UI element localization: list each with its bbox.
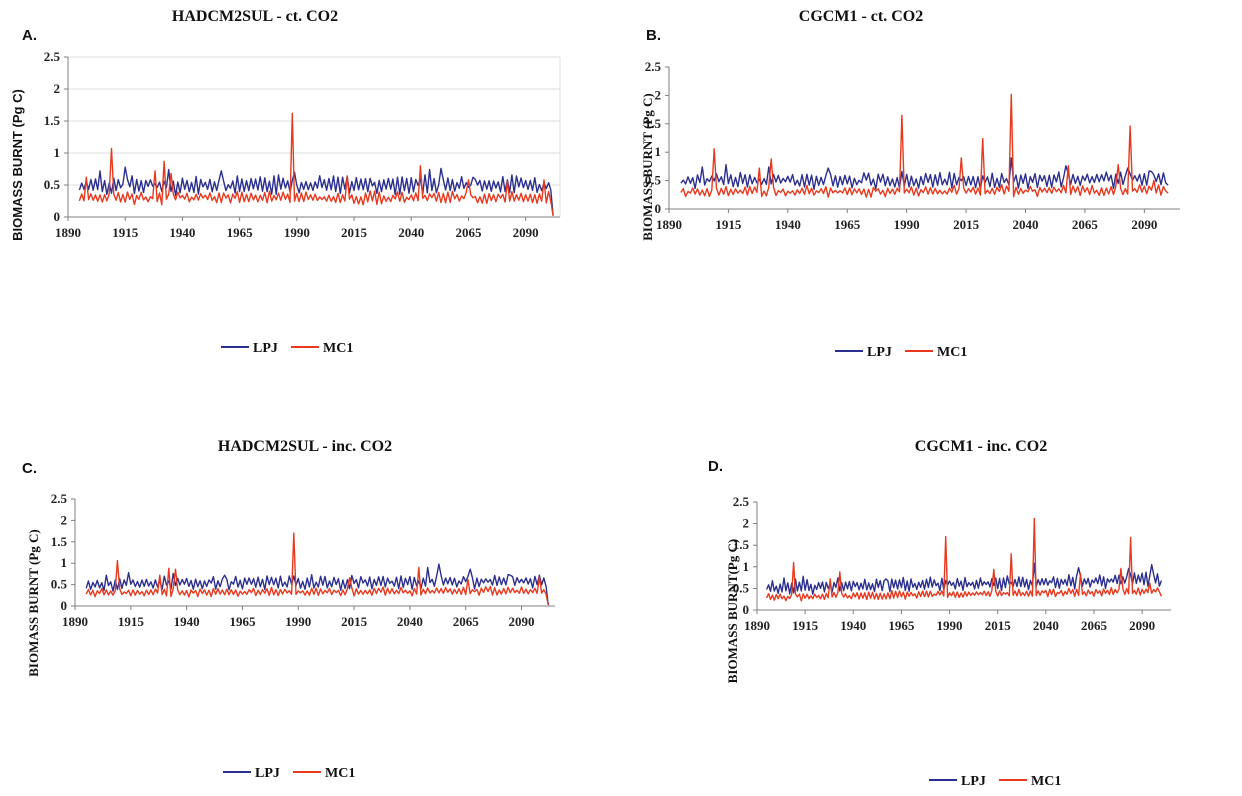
chart-d-svg: D. CGCM1 - inc. CO2 0 0.5 1 1.5 2 2.5 1890 1915 19… — [708, 438, 1171, 789]
x-tick-label-c: 2015 — [341, 614, 368, 629]
x-tick-label-d: 2065 — [1081, 618, 1108, 633]
panel-b: B. CGCM1 - ct. CO2 0 0.5 1 1.5 2 2.5 1890 1915 194… — [621, 0, 1242, 398]
chart-title-c: HADCM2SUL - inc. CO2 — [218, 438, 392, 455]
x-tick-label-a: 2015 — [341, 225, 368, 240]
panel-a: A. HADCM2SUL - ct. CO2 0 0.5 1 1.5 2 2.5 1890 191… — [0, 0, 621, 398]
x-tick-label-b: 1990 — [894, 217, 920, 232]
legend-label-mc1-a: MC1 — [323, 341, 353, 356]
x-tick-label-b: 1890 — [656, 217, 682, 232]
x-tick-label-c: 1915 — [118, 614, 145, 629]
x-tick-label-b: 2090 — [1131, 217, 1157, 232]
panel-d: D. CGCM1 - inc. CO2 0 0.5 1 1.5 2 2.5 1890 1915 19… — [621, 398, 1242, 796]
chart-a-svg: A. HADCM2SUL - ct. CO2 0 0.5 1 1.5 2 2.5 1890 191… — [10, 8, 561, 356]
x-tick-label-a: 2090 — [513, 225, 539, 240]
y-tick-label-a: 1.5 — [44, 113, 61, 128]
x-tick-label-a: 2040 — [398, 225, 424, 240]
x-tick-label-a: 1940 — [169, 225, 195, 240]
y-tick-label-d: 0.5 — [733, 580, 750, 595]
x-tick-label-c: 1940 — [174, 614, 200, 629]
y-axis-label-a: BIOMASS BURNT (Pg C) — [10, 89, 25, 241]
x-tick-label-b: 2015 — [953, 217, 980, 232]
chart-b-svg: B. CGCM1 - ct. CO2 0 0.5 1 1.5 2 2.5 1890 1915 194… — [640, 8, 1180, 360]
legend-label-mc1-b: MC1 — [937, 345, 967, 360]
y-tick-label-b: 1.5 — [645, 116, 662, 131]
x-tick-label-d: 1940 — [840, 618, 866, 633]
y-tick-label-d: 1 — [743, 559, 750, 574]
y-tick-label-a: 2.5 — [44, 49, 61, 64]
x-tick-label-d: 2090 — [1129, 618, 1155, 633]
legend-label-lpj-a: LPJ — [253, 341, 278, 356]
series-line-lpj-d — [765, 562, 1163, 595]
y-tick-label-d: 2 — [743, 516, 750, 531]
y-axis-label-c: BIOMASS BURNT (Pg C) — [26, 529, 41, 676]
x-tick-label-b: 1940 — [775, 217, 801, 232]
x-tick-label-d: 1890 — [744, 618, 770, 633]
legend-label-mc1-c: MC1 — [325, 766, 355, 781]
y-tick-label-b: 0 — [655, 201, 662, 216]
series-line-mc1-c — [85, 532, 549, 606]
y-tick-label-c: 0.5 — [51, 577, 68, 592]
chart-title-d: CGCM1 - inc. CO2 — [915, 438, 1047, 455]
series-line-mc1-d — [765, 517, 1163, 602]
x-tick-label-b: 2040 — [1013, 217, 1039, 232]
x-tick-label-b: 2065 — [1072, 217, 1099, 232]
x-tick-label-b: 1915 — [715, 217, 742, 232]
x-tick-label-d: 1965 — [888, 618, 915, 633]
x-tick-label-a: 1915 — [112, 225, 139, 240]
x-tick-label-c: 2065 — [453, 614, 480, 629]
series-line-lpj-b — [680, 157, 1169, 191]
y-tick-label-c: 2.5 — [51, 491, 68, 506]
y-tick-label-d: 1.5 — [733, 537, 750, 552]
y-axis-label-d: BIOMASS BURNT(Pg C) — [725, 539, 740, 683]
y-tick-label-b: 2 — [655, 87, 662, 102]
series-line-mc1-b — [680, 93, 1169, 198]
legend-label-lpj-b: LPJ — [867, 345, 892, 360]
y-tick-label-d: 0 — [743, 602, 750, 617]
x-tick-label-d: 1990 — [937, 618, 963, 633]
x-tick-label-c: 1965 — [229, 614, 256, 629]
panel-letter-a: A. — [22, 27, 37, 44]
x-tick-label-c: 2090 — [509, 614, 535, 629]
x-tick-label-c: 1890 — [62, 614, 88, 629]
panel-letter-c: C. — [22, 460, 37, 477]
y-tick-label-c: 0 — [61, 598, 68, 613]
x-tick-label-d: 2040 — [1033, 618, 1059, 633]
panel-letter-b: B. — [646, 27, 661, 44]
y-tick-label-c: 2 — [61, 512, 68, 527]
x-tick-label-a: 1890 — [55, 225, 81, 240]
series-line-lpj-c — [85, 563, 549, 606]
chart-c-svg: C. HADCM2SUL - inc. CO2 0 0.5 1 1.5 2 2.5 1890 19… — [22, 438, 555, 781]
y-tick-label-b: 2.5 — [645, 59, 662, 74]
x-tick-label-a: 2065 — [455, 225, 482, 240]
series-line-lpj-a — [78, 166, 554, 216]
y-tick-label-a: 2 — [54, 81, 61, 96]
x-tick-label-c: 1990 — [285, 614, 311, 629]
y-tick-label-a: 1 — [54, 145, 61, 160]
x-tick-label-a: 1965 — [227, 225, 254, 240]
legend-label-mc1-d: MC1 — [1031, 774, 1061, 789]
y-tick-label-c: 1.5 — [51, 534, 68, 549]
x-tick-label-d: 2015 — [985, 618, 1012, 633]
y-tick-label-a: 0.5 — [44, 177, 61, 192]
chart-title-b: CGCM1 - ct. CO2 — [799, 8, 923, 25]
panel-c: C. HADCM2SUL - inc. CO2 0 0.5 1 1.5 2 2.5 1890 19… — [0, 398, 621, 796]
y-tick-label-c: 1 — [61, 555, 68, 570]
chart-title-a: HADCM2SUL - ct. CO2 — [172, 8, 338, 25]
x-tick-label-a: 1990 — [284, 225, 310, 240]
panel-letter-d: D. — [708, 458, 723, 475]
y-tick-label-b: 0.5 — [645, 173, 662, 188]
legend-label-lpj-c: LPJ — [255, 766, 280, 781]
x-tick-label-d: 1915 — [792, 618, 819, 633]
x-tick-label-b: 1965 — [834, 217, 861, 232]
y-tick-label-b: 1 — [655, 144, 662, 159]
y-tick-label-d: 2.5 — [733, 494, 750, 509]
x-tick-label-c: 2040 — [397, 614, 423, 629]
series-line-mc1-a — [78, 112, 554, 216]
legend-label-lpj-d: LPJ — [961, 774, 986, 789]
y-axis-label-b: BIOMASS BURNT (Pg C) — [640, 93, 655, 240]
y-tick-label-a: 0 — [54, 209, 61, 224]
